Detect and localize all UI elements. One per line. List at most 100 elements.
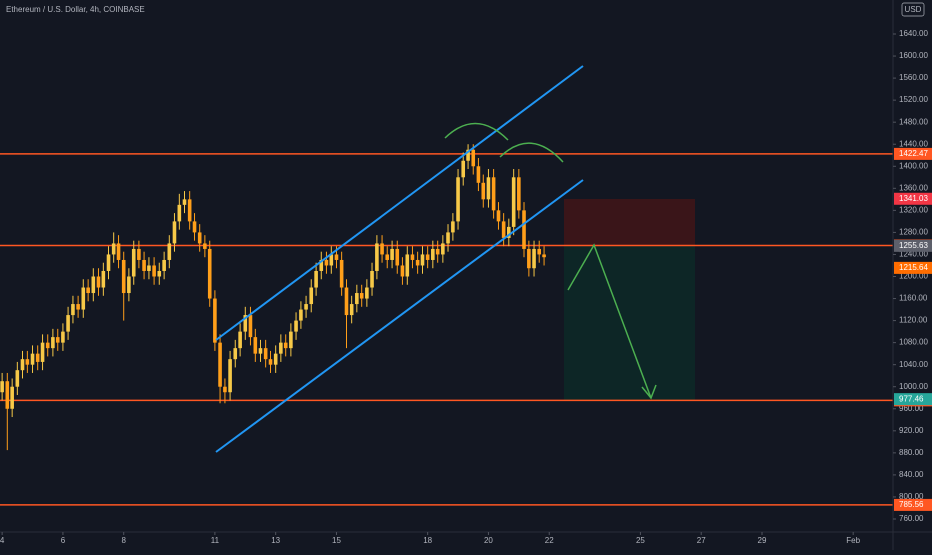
y-tick-label: 760.00	[899, 514, 924, 523]
price-label-bg	[894, 192, 932, 205]
candle-body	[441, 243, 445, 255]
candle-body	[223, 386, 227, 393]
candle-body	[486, 177, 491, 200]
candle-body	[304, 304, 308, 310]
candle-body	[481, 182, 486, 200]
candle-body	[127, 276, 131, 294]
candle-body	[96, 276, 101, 288]
candle-body	[177, 204, 182, 222]
candle-body	[273, 353, 278, 365]
candle-body	[319, 259, 324, 271]
candle-body	[35, 353, 40, 362]
x-tick-label: 27	[697, 536, 706, 545]
candle-body	[172, 221, 177, 244]
y-tick-label: 1400.00	[899, 161, 928, 170]
candle-body	[471, 149, 476, 167]
candle-body	[344, 287, 349, 316]
y-tick-label: 1520.00	[899, 95, 928, 104]
candle-body	[91, 276, 96, 294]
candle-body	[511, 177, 516, 227]
x-tick-label: 13	[271, 536, 280, 545]
candle-body	[435, 248, 440, 255]
candle-body	[86, 287, 90, 294]
candle-body	[370, 270, 374, 288]
candle-body	[116, 243, 121, 260]
y-tick-label: 1200.00	[899, 272, 928, 281]
target-zone	[564, 245, 695, 400]
price-label-bg	[894, 239, 932, 252]
candle-body	[334, 254, 339, 260]
candle-body	[491, 177, 496, 211]
candle-body	[339, 259, 344, 288]
x-tick-label: 8	[121, 536, 126, 545]
candle-body	[192, 221, 197, 233]
candle-body	[0, 381, 4, 393]
price-label: 1215.64	[899, 263, 928, 272]
candle-body	[76, 304, 80, 310]
candle-body	[501, 221, 506, 238]
candle-body	[152, 265, 156, 277]
projection-arrow	[567, 243, 652, 399]
candle-body	[101, 270, 106, 288]
candle-body	[5, 381, 10, 409]
candle-body	[431, 248, 435, 260]
candle-body	[532, 248, 536, 269]
candle-body	[400, 265, 405, 277]
candle-body	[182, 199, 187, 205]
candles	[0, 144, 546, 451]
candle-body	[309, 287, 314, 305]
candle-body	[66, 315, 70, 332]
candle-body	[253, 337, 258, 354]
candle-body	[20, 359, 25, 371]
y-tick-label: 1240.00	[899, 250, 928, 259]
candle-body	[359, 293, 364, 299]
arc	[499, 142, 564, 163]
candle-body	[51, 337, 55, 349]
price-label: 1341.03	[899, 194, 928, 203]
candle-body	[446, 232, 450, 244]
candle-body	[415, 259, 420, 266]
candle-body	[451, 221, 455, 233]
candle-body	[61, 331, 65, 343]
candle-body	[420, 254, 425, 266]
currency-box[interactable]	[901, 2, 925, 17]
currency[interactable]: USD	[905, 5, 922, 14]
candle-body	[349, 304, 354, 316]
candle-body	[314, 270, 318, 288]
x-tick-label: Feb	[846, 536, 860, 545]
price-label-bg	[894, 498, 932, 511]
candle-body	[517, 177, 521, 211]
x-tick-label: 4	[0, 536, 5, 545]
y-tick-label: 1080.00	[899, 338, 928, 347]
candle-body	[283, 342, 288, 349]
candle-body	[324, 259, 329, 266]
candle-body	[299, 309, 303, 321]
price-label: 785.56	[899, 500, 924, 509]
candle-body	[142, 259, 146, 271]
y-tick-label: 1000.00	[899, 382, 928, 391]
candle-body	[55, 337, 60, 343]
candle-body	[496, 210, 501, 222]
price-label: 977.46	[899, 394, 924, 403]
candle-body	[461, 160, 466, 178]
candle-body	[425, 254, 430, 260]
candle-body	[395, 248, 400, 266]
candle-body	[147, 265, 151, 271]
candle-body	[542, 254, 546, 258]
y-tick-label: 880.00	[899, 448, 924, 457]
y-tick-label: 1280.00	[899, 228, 928, 237]
x-tick-label: 11	[211, 536, 220, 545]
candle-body	[207, 248, 212, 299]
candle-body	[243, 315, 248, 332]
x-tick-label: 22	[545, 536, 554, 545]
candle-body	[213, 298, 217, 343]
candle-body	[289, 331, 293, 349]
y-tick-label: 1320.00	[899, 205, 928, 214]
candle-body	[410, 254, 415, 260]
y-tick-label: 1160.00	[899, 294, 928, 303]
candle-body	[355, 293, 359, 305]
y-tick-label: 1640.00	[899, 29, 928, 38]
candle-body	[157, 270, 162, 277]
price-label: 1255.63	[899, 241, 928, 250]
